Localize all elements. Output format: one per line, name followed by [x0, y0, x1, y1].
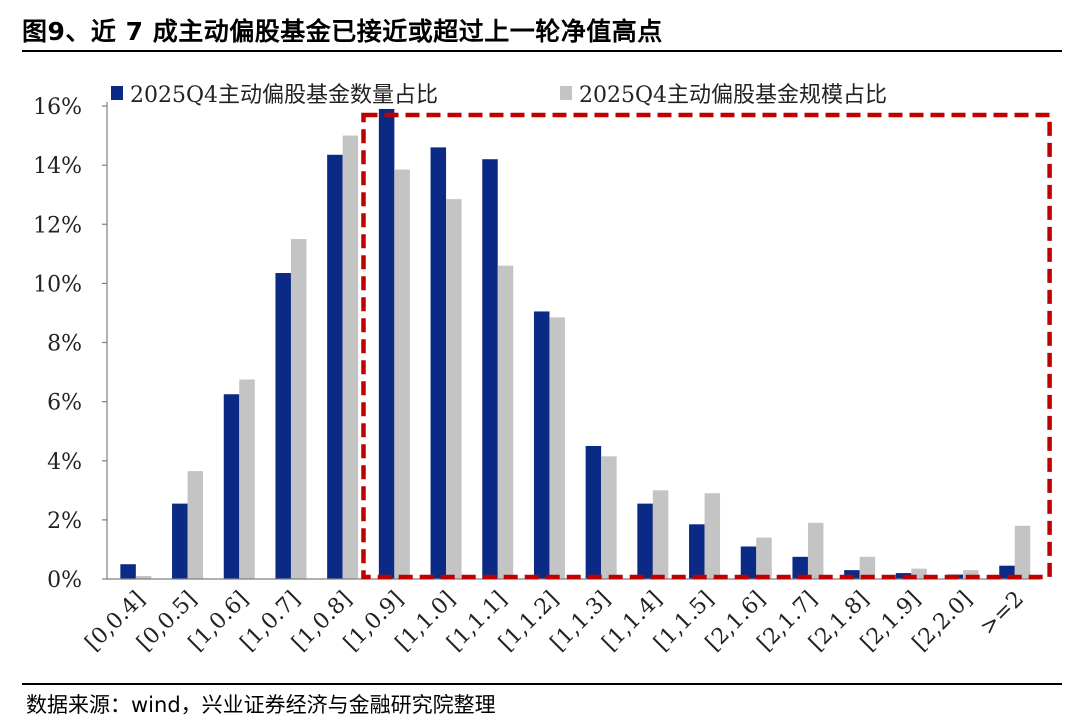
legend: 2025Q4主动偏股基金数量占比 2025Q4主动偏股基金规模占比: [111, 83, 887, 108]
bar-scale-share: [601, 456, 617, 579]
legend-label-scale: 2025Q4主动偏股基金规模占比: [579, 83, 887, 108]
bar-count-share: [430, 147, 447, 579]
bar-scale-share: [652, 490, 669, 579]
legend-label-count: 2025Q4主动偏股基金数量占比: [130, 83, 438, 108]
bar-count-share: [844, 570, 860, 579]
bar-count-share: [172, 503, 188, 579]
bar-scale-share: [859, 556, 876, 579]
bar-count-share: [689, 524, 705, 579]
bar-count-share: [120, 564, 136, 579]
bar-count-share: [792, 556, 808, 579]
bar-count-share: [482, 159, 498, 579]
y-tick-label: 8%: [47, 332, 82, 357]
x-tick-label: >=2: [975, 587, 1029, 641]
bar-count-share: [275, 273, 291, 579]
source-note: 数据来源：wind，兴业证券经济与金融研究院整理: [26, 693, 496, 717]
y-tick-label: 4%: [47, 450, 82, 475]
bar-count-share: [585, 445, 602, 579]
bar-count-share: [533, 311, 550, 579]
bar-scale-share: [290, 239, 307, 579]
bar-scale-share: [342, 135, 359, 579]
chart-title: 图9、近 7 成主动偏股基金已接近或超过上一轮净值高点: [22, 17, 663, 46]
legend-swatch-count: [111, 86, 123, 100]
y-tick-label: 6%: [47, 391, 82, 416]
bar-count-share: [637, 503, 653, 579]
bar-scale-share: [911, 568, 927, 579]
bar-scale-share: [704, 493, 721, 579]
bar-count-share: [378, 108, 395, 580]
bar-scale-share: [446, 199, 462, 579]
bar-scale-share: [187, 471, 204, 579]
bar-scale-share: [239, 379, 255, 579]
bar-scale-share: [1014, 525, 1031, 579]
bar-scale-share: [497, 265, 514, 579]
y-tick-label: 0%: [47, 568, 82, 593]
bar-scale-share: [549, 317, 565, 579]
highlight-box: [361, 112, 1052, 580]
bar-chart: 2025Q4主动偏股基金数量占比 2025Q4主动偏股基金规模占比 0% 2% 4% 6…: [33, 83, 1052, 656]
x-axis: [0,0.4][0,0.5][1,0.6][1,0.7][1,0.8][1,0.…: [81, 578, 1041, 656]
bar-scale-share: [135, 576, 152, 579]
y-tick-label: 10%: [33, 272, 82, 297]
bar-count-share: [740, 546, 757, 579]
y-tick-label: 2%: [47, 509, 82, 534]
bar-count-share: [223, 394, 240, 579]
highlight-dashed-box: [361, 112, 1052, 580]
bar-count-share: [327, 154, 343, 579]
y-axis: 0% 2% 4% 6% 8% 10% 12% 14% 16%: [33, 95, 108, 593]
bar-scale-share: [807, 522, 824, 579]
legend-swatch-scale: [560, 86, 572, 100]
y-tick-label: 12%: [33, 213, 82, 238]
bar-scale-share: [756, 537, 772, 579]
bar-scale-share: [394, 169, 410, 579]
bar-scale-share: [963, 570, 979, 579]
source-rule: [22, 683, 1062, 685]
y-tick-label: 14%: [33, 154, 82, 179]
bars: [120, 108, 1031, 580]
y-tick-label: 16%: [33, 95, 82, 120]
title-rule: [22, 50, 1062, 52]
